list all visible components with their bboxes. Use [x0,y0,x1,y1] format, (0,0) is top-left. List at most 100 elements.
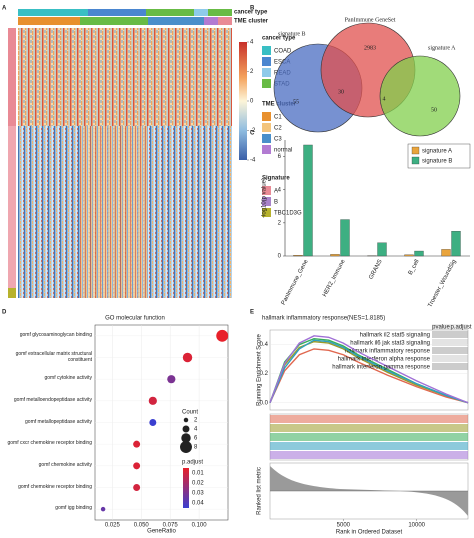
y-axis-label: Running Enrichment Score [257,333,263,405]
table-header: pvalue [432,325,450,331]
legend-key [411,146,420,155]
bar [303,144,313,257]
legend-label: C3 [274,137,282,143]
legend-key [262,68,271,77]
legend-key [262,197,271,206]
size-legend-label: 8 [194,445,198,451]
venn-count: 2983 [364,45,376,51]
dot [167,375,176,384]
venn-count: 30 [338,89,344,95]
y-tick-label: 0.4 [260,342,269,348]
legend-key [262,134,271,143]
venn-count: 4 [383,96,386,102]
y-tick-label: gomf chemokine receptor binding [18,483,92,490]
size-legend-label: 2 [194,418,198,424]
legend-key [262,186,271,195]
venn-set [379,55,461,137]
x-tick-label: 0.050 [134,523,150,529]
chart-title: GO molecular function [105,316,165,322]
y-tick-label: gomf glycosaminoglycan binding [19,332,92,339]
y-label-box: gomf chemokine receptor binding [18,483,92,490]
legend-label: COAD [274,49,292,55]
y-label-box: gomf igg binding [55,505,92,512]
color-legend-label: 0.02 [192,481,204,487]
heatmap-body [8,9,232,298]
bar [340,219,350,257]
venn-count: 50 [431,107,437,113]
bar [441,249,451,257]
colorbar-tick-label: 4 [250,40,254,46]
y-label-box: gomf glycosaminoglycan binding [19,332,92,339]
y-label-box: gomf cxcr chemokine receptor binding [8,441,93,447]
legend-label: hallmark il2 stat5 signaling [360,333,430,339]
dot [133,440,141,448]
x-tick-label: 5000 [337,523,351,529]
color-legend-label: 0.03 [192,491,204,497]
line [269,340,469,404]
y-label-box: gomf metallopeptidase activity [25,418,92,425]
dot [133,462,141,470]
y-tick-label: 0 [278,254,282,260]
legend-label: normal [274,148,292,154]
chart-title: hallmark inflammatory response(NES=1.818… [262,316,385,322]
y-tick-label: 0.2 [260,371,269,377]
y-tick-label: 0.0 [260,400,269,406]
legend-key [262,112,271,121]
gsea-ranked-list [269,462,469,520]
venn-count: 55 [293,99,299,105]
x-tick-label: 0.025 [105,523,121,529]
color-legend-label: 0.04 [192,501,204,507]
legend-title: Signature [262,176,290,182]
legend-label: B [274,200,278,206]
legend-label: hallmark interferon gamma response [332,365,430,371]
annotation-row-label: cancer type [234,10,268,16]
legend-key [262,145,271,154]
bar [293,255,303,257]
y-tick-label: gomf metalloendopeptidase activity [13,397,92,404]
x-tick-label: Troester_WoundSig [427,259,457,309]
dot [100,506,106,512]
size-legend-label: 6 [194,436,198,442]
dot [149,419,157,426]
y-axis-label: -log10(p value) [262,178,268,218]
y-tick-label: gomf cytokine activity [44,375,92,382]
dot [148,396,157,405]
y-tick-label: 6 [278,154,282,160]
legend-label: hallmark inflammatory response [345,349,431,355]
legend-key [262,57,271,66]
annotation-row-label: TME cluster [234,19,269,25]
gsea-table [432,324,468,370]
legend-key [411,156,420,165]
colorbar [239,42,247,160]
bar [414,250,424,257]
panel-letter: C [250,131,255,137]
y-tick-label: gomf extracellular matrix structural con… [15,350,92,363]
color-legend-title: p.adjust [182,460,203,466]
y-tick-label: 4 [278,187,282,193]
x-tick-label: 0.100 [192,523,208,529]
colorbar-tick-label: 2 [250,69,254,75]
legend-title: cancer type [262,36,296,42]
x-axis-label: GeneRatio [147,529,176,535]
x-tick-label: PanImmune_Gene [281,258,310,306]
legend-label: hallmark interferon alpha response [338,357,431,363]
line [269,335,469,404]
x-tick-label: HER2_Immune [322,258,347,298]
y-tick-label: gomf igg binding [55,505,92,512]
dot [216,329,229,342]
size-legend-dot [181,433,191,443]
bar [404,254,414,257]
panel-letter: B [250,6,255,12]
x-tick-label: 0.075 [163,523,179,529]
venn-set-label: signature A [428,45,456,51]
dot [133,484,141,491]
panel-letter: A [2,6,7,12]
size-legend-dot [182,425,190,433]
y-label-box: gomf cytokine activity [44,375,92,382]
legend-label: TBC1D3G [274,211,302,217]
y-tick-label: gomf metallopeptidase activity [25,418,92,425]
gsea-hits [269,413,469,461]
panel-letter: E [250,310,254,316]
y-tick-label: gomf chemokine activity [38,462,92,469]
